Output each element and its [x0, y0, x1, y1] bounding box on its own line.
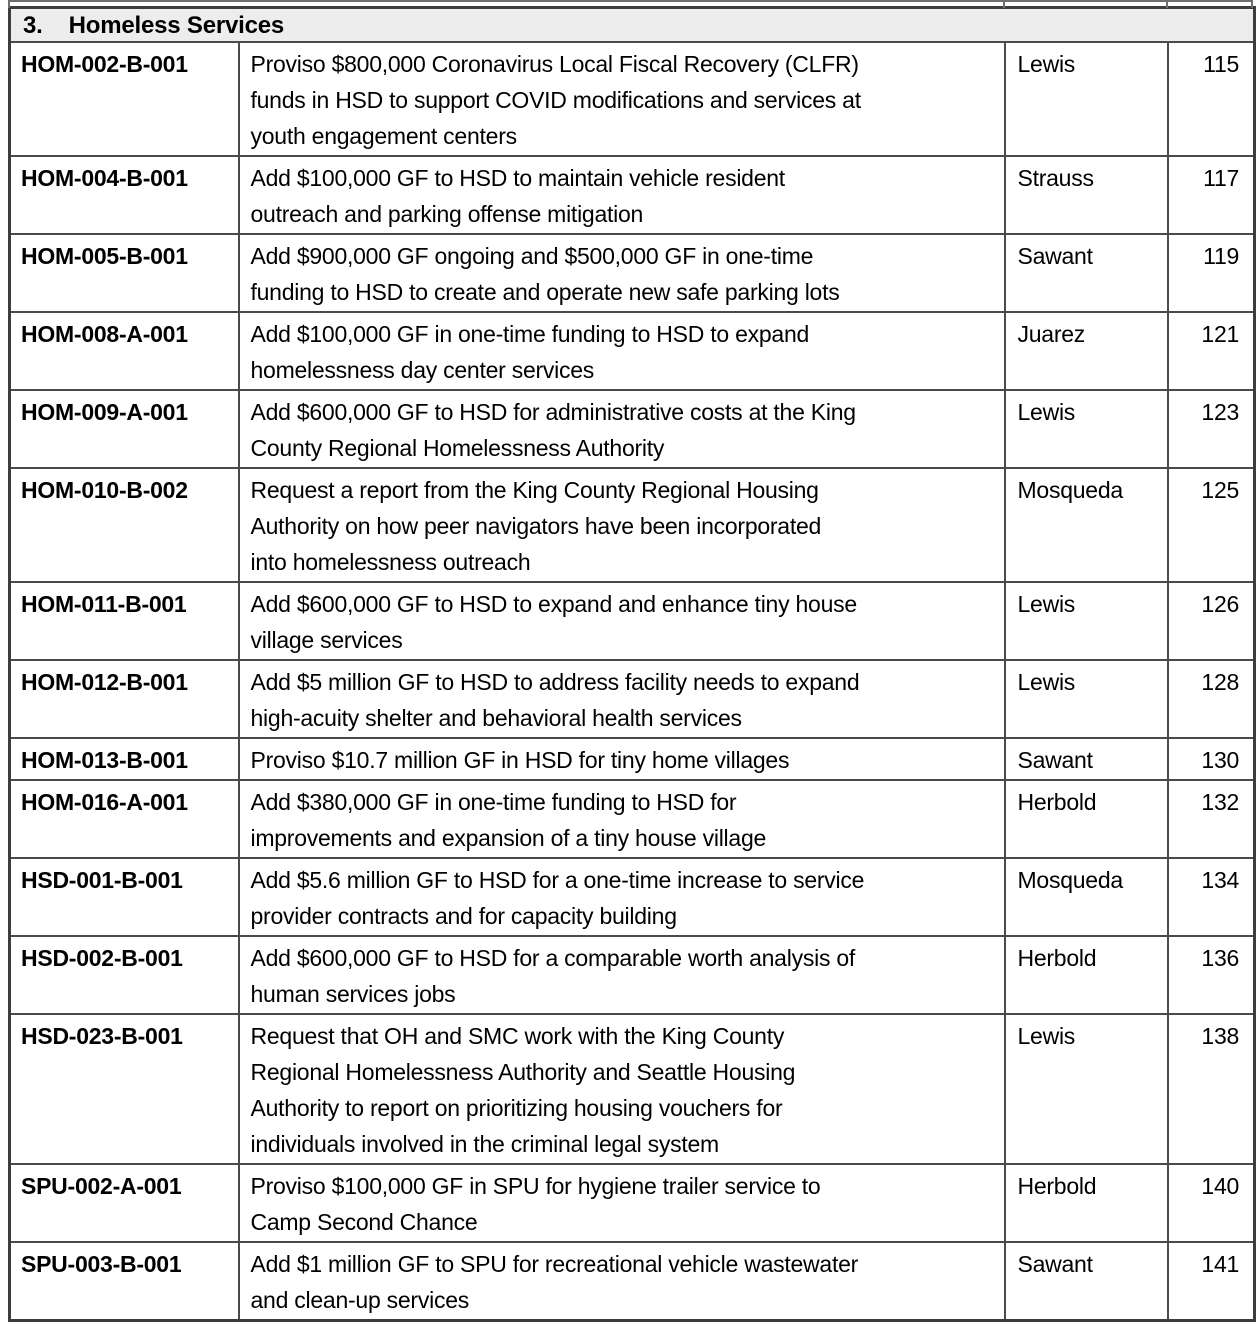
amendment-code: HOM-009-A-001 — [8, 389, 240, 469]
amendment-code: SPU-002-A-001 — [8, 1163, 240, 1243]
table-row: HOM-016-A-001 Add $380,000 GF in one-tim… — [8, 779, 1256, 859]
table-row: HOM-010-B-002 Request a report from the … — [8, 467, 1256, 583]
table-row: HOM-002-B-001 Proviso $800,000 Coronavir… — [8, 41, 1256, 157]
amendment-sponsor: Lewis — [1003, 389, 1169, 469]
amendment-sponsor: Strauss — [1003, 155, 1169, 235]
table-row: HOM-008-A-001 Add $100,000 GF in one-tim… — [8, 311, 1256, 391]
table-row: HOM-005-B-001 Add $900,000 GF ongoing an… — [8, 233, 1256, 313]
amendment-code: HSD-001-B-001 — [8, 857, 240, 937]
previous-row-edge — [8, 0, 1253, 8]
amendment-sponsor: Herbold — [1003, 1163, 1169, 1243]
amendment-code: HOM-005-B-001 — [8, 233, 240, 313]
amendment-page: 136 — [1166, 935, 1256, 1015]
amendment-code: HOM-011-B-001 — [8, 581, 240, 661]
amendment-code: HOM-010-B-002 — [8, 467, 240, 583]
amendment-page: 130 — [1166, 737, 1256, 781]
amendment-sponsor: Mosqueda — [1003, 857, 1169, 937]
table-row: HOM-012-B-001 Add $5 million GF to HSD t… — [8, 659, 1256, 739]
section-header-row: 3. Homeless Services — [8, 6, 1256, 43]
table-right-edge-tick — [1251, 2, 1253, 8]
amendment-sponsor: Herbold — [1003, 779, 1169, 859]
amendment-page: 123 — [1166, 389, 1256, 469]
amendment-code: HOM-002-B-001 — [8, 41, 240, 157]
amendment-description: Add $100,000 GF to HSD to maintain vehic… — [237, 155, 1006, 235]
amendment-description: Add $380,000 GF in one-time funding to H… — [237, 779, 1006, 859]
amendment-sponsor: Herbold — [1003, 935, 1169, 1015]
amendment-description: Request a report from the King County Re… — [237, 467, 1006, 583]
amendment-page: 128 — [1166, 659, 1256, 739]
amendment-description: Add $600,000 GF to HSD for a comparable … — [237, 935, 1006, 1015]
table-row: HSD-002-B-001 Add $600,000 GF to HSD for… — [8, 935, 1256, 1015]
section-title: Homeless Services — [68, 12, 285, 39]
budget-amendments-table: 3. Homeless Services HOM-002-B-001 Provis… — [8, 6, 1257, 1322]
amendment-page: 126 — [1166, 581, 1256, 661]
amendment-sponsor: Juarez — [1003, 311, 1169, 391]
amendment-description: Add $5 million GF to HSD to address faci… — [237, 659, 1006, 739]
amendment-description: Add $600,000 GF to HSD for administrativ… — [237, 389, 1006, 469]
amendment-description: Add $900,000 GF ongoing and $500,000 GF … — [237, 233, 1006, 313]
amendment-page: 140 — [1166, 1163, 1256, 1243]
amendment-description: Add $1 million GF to SPU for recreationa… — [237, 1241, 1006, 1322]
amendment-page: 117 — [1166, 155, 1256, 235]
table-row: HOM-004-B-001 Add $100,000 GF to HSD to … — [8, 155, 1256, 235]
amendment-code: SPU-003-B-001 — [8, 1241, 240, 1322]
amendment-code: HOM-008-A-001 — [8, 311, 240, 391]
amendment-sponsor: Mosqueda — [1003, 467, 1169, 583]
table-row: HSD-023-B-001 Request that OH and SMC wo… — [8, 1013, 1256, 1165]
table-row: HOM-013-B-001 Proviso $10.7 million GF i… — [8, 737, 1256, 781]
table-row: HOM-009-A-001 Add $600,000 GF to HSD for… — [8, 389, 1256, 469]
amendment-sponsor: Lewis — [1003, 659, 1169, 739]
amendment-code: HOM-013-B-001 — [8, 737, 240, 781]
amendment-description: Add $5.6 million GF to HSD for a one-tim… — [237, 857, 1006, 937]
section-header: 3. Homeless Services — [8, 6, 1256, 43]
amendment-code: HSD-002-B-001 — [8, 935, 240, 1015]
amendment-sponsor: Sawant — [1003, 1241, 1169, 1322]
amendment-page: 138 — [1166, 1013, 1256, 1165]
amendment-sponsor: Sawant — [1003, 737, 1169, 781]
amendment-sponsor: Lewis — [1003, 581, 1169, 661]
amendment-code: HOM-004-B-001 — [8, 155, 240, 235]
amendment-code: HSD-023-B-001 — [8, 1013, 240, 1165]
amendment-description: Proviso $800,000 Coronavirus Local Fisca… — [237, 41, 1006, 157]
table-row: HOM-011-B-001 Add $600,000 GF to HSD to … — [8, 581, 1256, 661]
amendment-sponsor: Lewis — [1003, 41, 1169, 157]
table-row: SPU-003-B-001 Add $1 million GF to SPU f… — [8, 1241, 1256, 1322]
table-left-edge-tick — [8, 2, 10, 8]
amendment-page: 141 — [1166, 1241, 1256, 1322]
amendment-code: HOM-012-B-001 — [8, 659, 240, 739]
amendment-page: 134 — [1166, 857, 1256, 937]
table-row: SPU-002-A-001 Proviso $100,000 GF in SPU… — [8, 1163, 1256, 1243]
amendment-description: Proviso $10.7 million GF in HSD for tiny… — [237, 737, 1006, 781]
amendment-page: 121 — [1166, 311, 1256, 391]
page-column-tick — [1166, 2, 1168, 8]
table-row: HSD-001-B-001 Add $5.6 million GF to HSD… — [8, 857, 1256, 937]
amendment-code: HOM-016-A-001 — [8, 779, 240, 859]
sponsor-column-tick — [1003, 2, 1005, 8]
amendment-sponsor: Lewis — [1003, 1013, 1169, 1165]
amendment-page: 119 — [1166, 233, 1256, 313]
section-number: 3. — [23, 12, 43, 39]
amendment-description: Proviso $100,000 GF in SPU for hygiene t… — [237, 1163, 1006, 1243]
amendment-page: 115 — [1166, 41, 1256, 157]
amendment-page: 125 — [1166, 467, 1256, 583]
amendment-description: Request that OH and SMC work with the Ki… — [237, 1013, 1006, 1165]
amendment-description: Add $600,000 GF to HSD to expand and enh… — [237, 581, 1006, 661]
amendment-page: 132 — [1166, 779, 1256, 859]
amendment-description: Add $100,000 GF in one-time funding to H… — [237, 311, 1006, 391]
amendment-sponsor: Sawant — [1003, 233, 1169, 313]
